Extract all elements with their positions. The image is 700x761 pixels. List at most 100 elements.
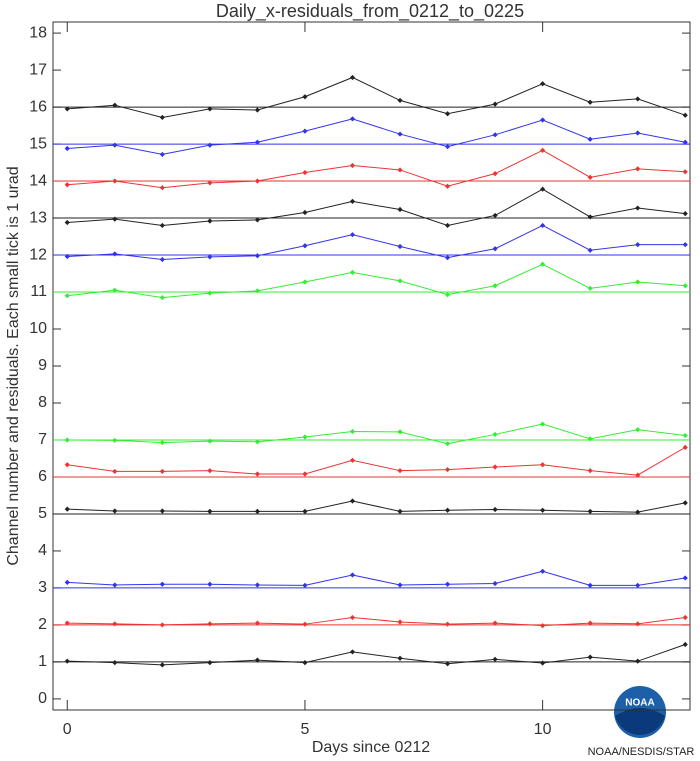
data-point — [349, 428, 356, 435]
data-point — [159, 151, 165, 158]
y-tick-label: 7 — [38, 431, 47, 448]
data-point — [397, 167, 403, 173]
data-point — [444, 441, 451, 447]
data-point — [444, 466, 451, 473]
logo-wave — [615, 708, 665, 735]
data-point — [112, 468, 118, 475]
data-point — [444, 507, 451, 513]
data-point — [635, 205, 641, 211]
data-point — [587, 214, 593, 220]
data-point — [254, 139, 261, 145]
series-line — [67, 617, 686, 627]
data-point — [635, 509, 641, 515]
data-point — [540, 660, 546, 666]
data-point — [254, 107, 261, 113]
data-point — [254, 178, 261, 184]
data-point — [112, 582, 118, 588]
data-point — [587, 582, 593, 588]
data-point — [540, 81, 546, 87]
data-point — [302, 471, 308, 477]
data-point — [112, 287, 118, 293]
data-point — [540, 117, 546, 123]
data-point — [64, 658, 70, 664]
data-point — [112, 251, 118, 257]
data-point — [207, 468, 213, 474]
y-tick-label: 11 — [30, 283, 47, 300]
data-point — [349, 649, 356, 655]
data-point — [159, 294, 165, 301]
y-tick-label: 17 — [29, 61, 47, 78]
y-tick-label: 16 — [29, 98, 47, 115]
data-point — [302, 279, 308, 285]
data-point — [397, 619, 403, 625]
data-point — [682, 242, 688, 248]
data-point — [207, 508, 213, 514]
data-point — [159, 581, 165, 587]
data-point — [635, 427, 641, 433]
data-point — [207, 438, 213, 444]
x-tick-label: 0 — [63, 721, 72, 738]
data-point — [112, 102, 118, 108]
data-point — [444, 222, 451, 229]
data-point — [207, 621, 213, 627]
y-tick-label: 3 — [38, 579, 47, 596]
data-point — [492, 171, 498, 177]
data-point — [587, 99, 593, 105]
data-point — [159, 256, 165, 263]
data-point — [112, 216, 118, 222]
data-point — [302, 243, 308, 249]
data-point — [492, 506, 498, 513]
data-point — [682, 641, 688, 648]
data-point — [112, 621, 118, 627]
y-tick-label: 13 — [29, 209, 47, 226]
data-point — [254, 620, 261, 626]
data-point — [587, 654, 593, 660]
data-point — [682, 444, 688, 450]
data-point — [492, 464, 498, 470]
data-point — [207, 290, 213, 296]
data-point — [540, 507, 546, 513]
data-point — [254, 508, 261, 514]
data-point — [159, 508, 165, 514]
x-tick-label: 5 — [300, 721, 309, 738]
data-point — [540, 222, 546, 229]
data-point — [444, 144, 451, 150]
data-point — [349, 232, 356, 238]
data-point — [302, 508, 308, 514]
data-point — [540, 261, 546, 267]
y-tick-label: 18 — [29, 24, 47, 41]
data-point — [492, 580, 498, 587]
data-point — [397, 278, 403, 284]
data-point — [254, 217, 261, 223]
data-point — [682, 211, 688, 217]
data-point — [587, 247, 593, 253]
data-point — [444, 183, 451, 189]
data-point — [492, 212, 498, 219]
data-point — [254, 657, 261, 663]
data-point — [159, 114, 165, 121]
data-point — [587, 468, 593, 474]
data-point — [159, 185, 165, 191]
data-point — [444, 621, 451, 627]
data-point — [540, 186, 546, 192]
data-point — [635, 96, 641, 102]
series-line — [67, 76, 686, 118]
y-tick-label: 15 — [29, 135, 47, 152]
x-tick-label: 10 — [534, 721, 552, 738]
data-point — [207, 106, 213, 112]
data-point — [254, 582, 261, 588]
data-point — [397, 468, 403, 474]
data-point — [112, 508, 118, 514]
series-line — [67, 188, 686, 226]
data-point — [207, 218, 213, 224]
data-point — [587, 620, 593, 626]
data-point — [492, 656, 498, 662]
data-point — [540, 462, 546, 468]
logo: NOAA NOAA/NESDIS/STAR — [588, 686, 694, 758]
data-point — [540, 568, 546, 574]
data-point — [254, 471, 261, 477]
data-point — [444, 292, 451, 298]
data-point — [682, 432, 688, 439]
data-point — [159, 222, 165, 229]
data-point — [492, 620, 498, 626]
